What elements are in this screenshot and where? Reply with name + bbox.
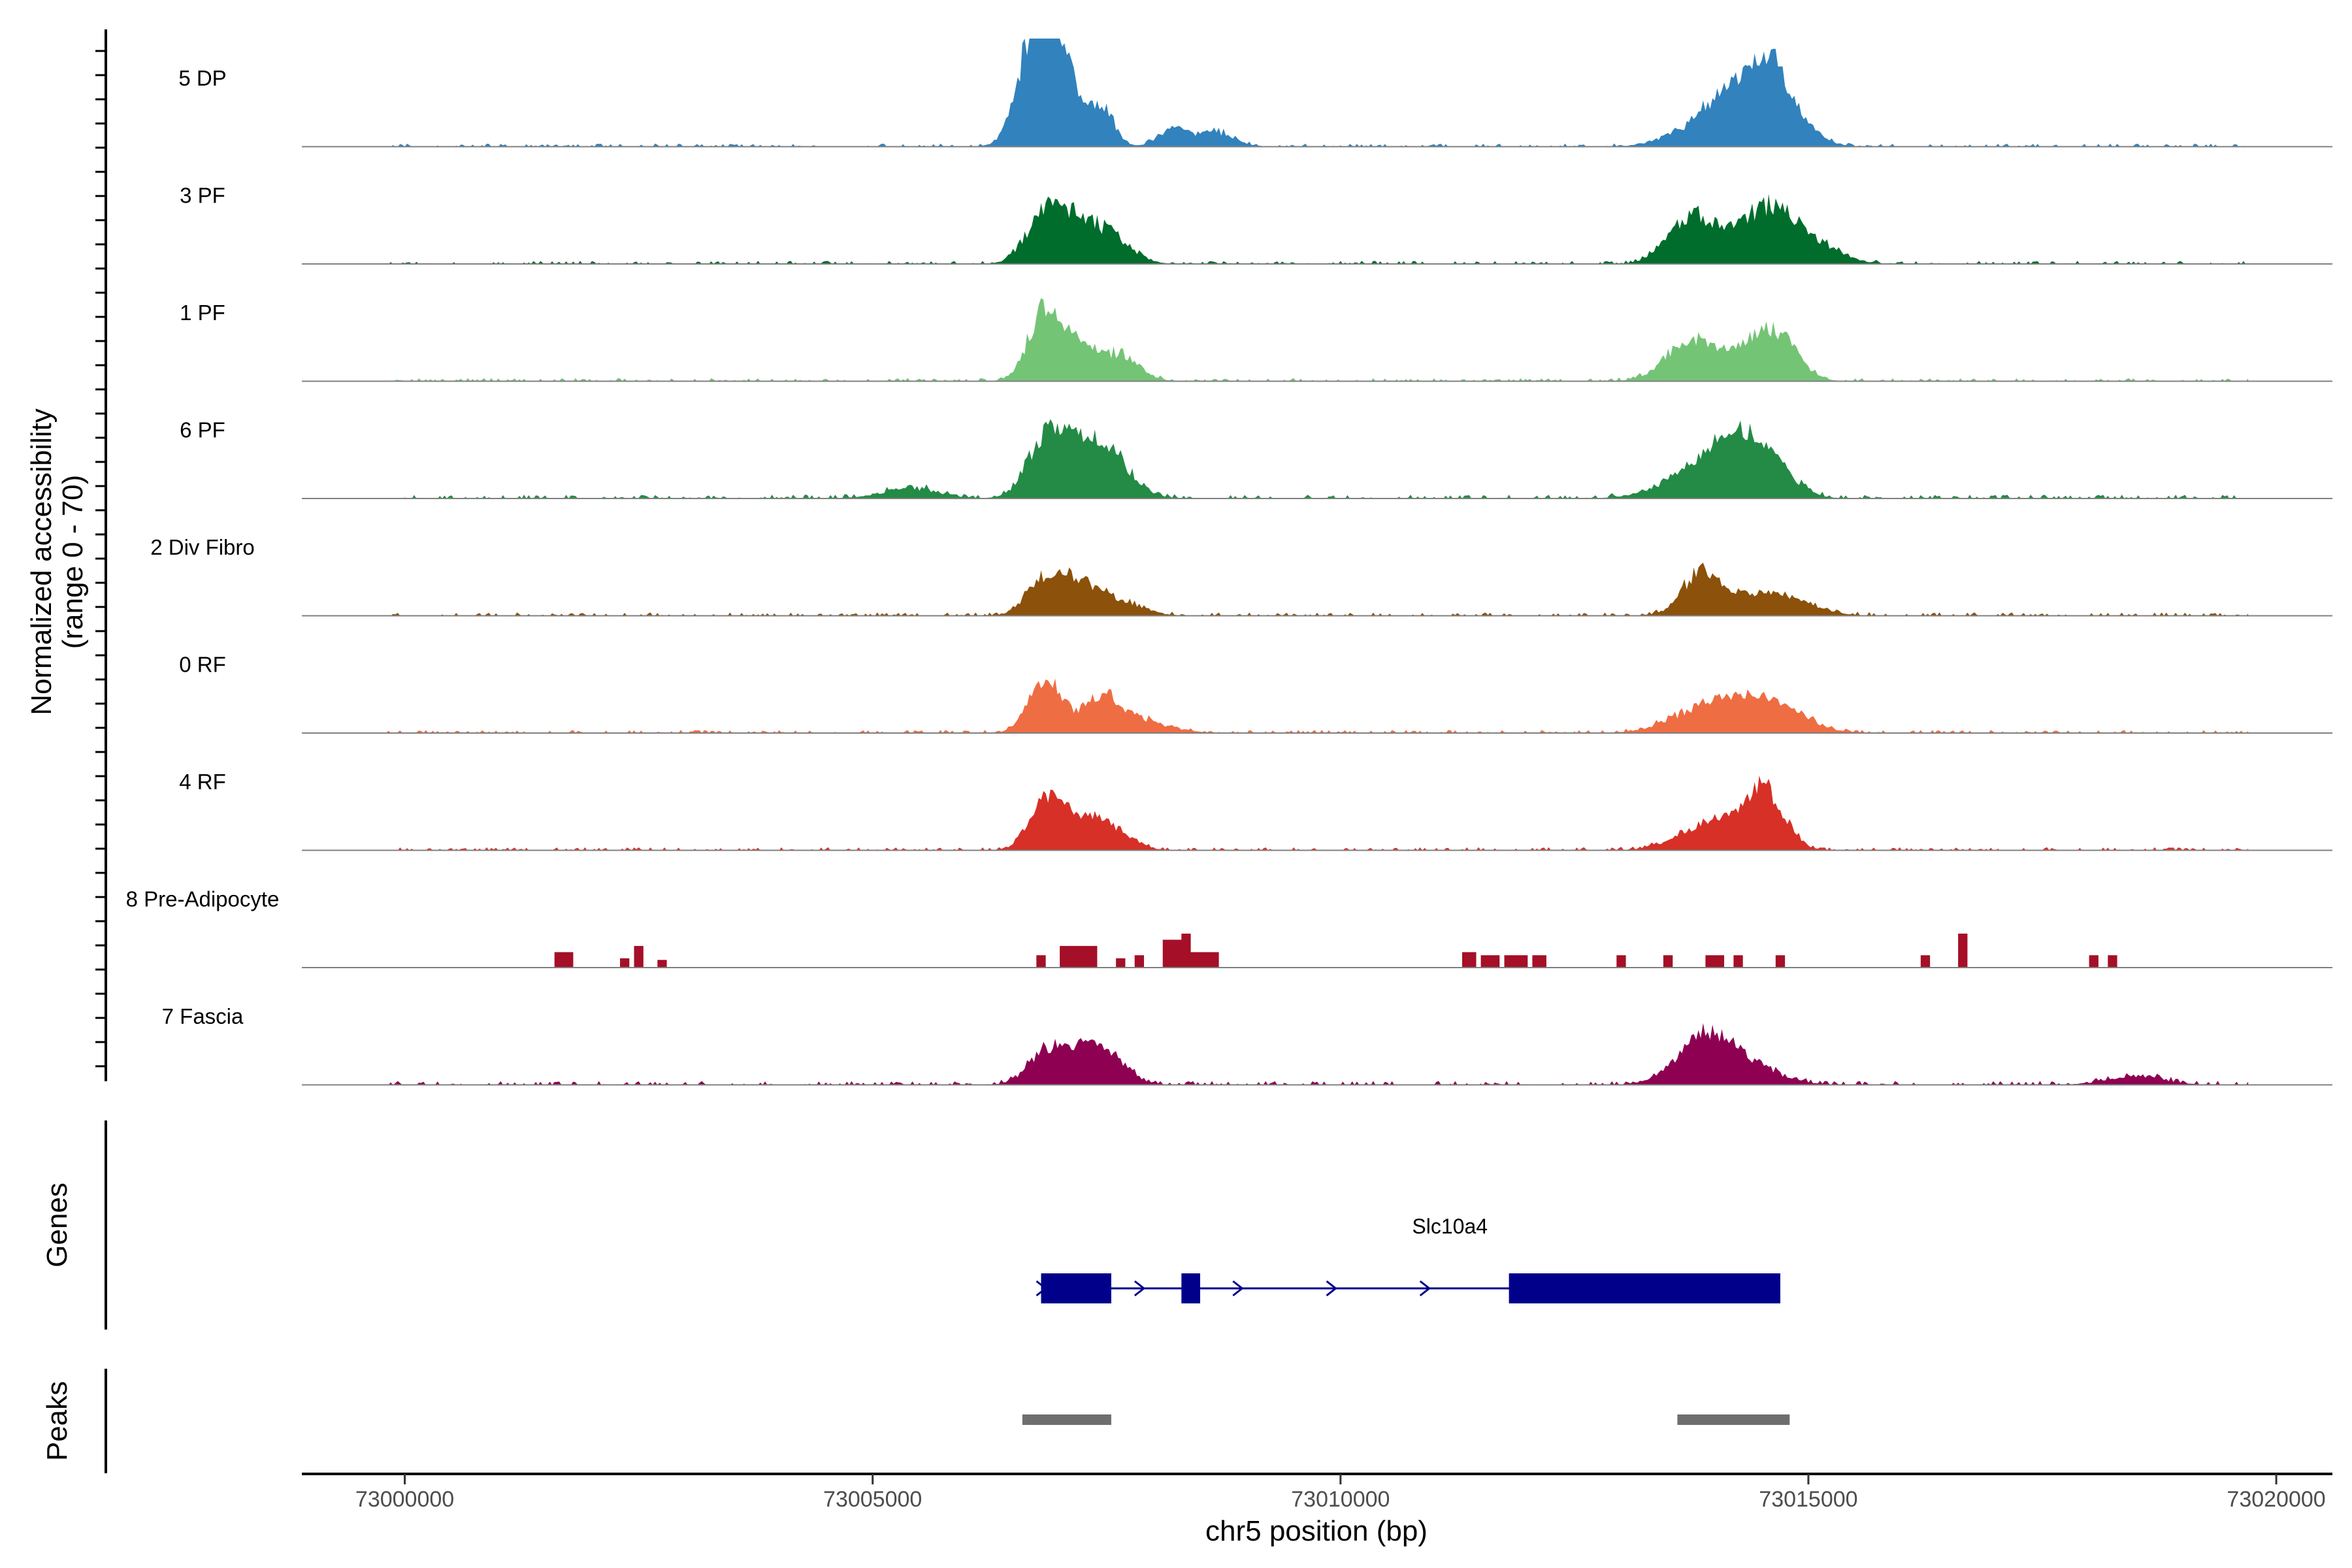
y-axis-ticks [95,50,106,1068]
track-label: 2 Div Fibro [150,535,255,559]
genes-panel-label: Genes [41,1183,73,1267]
coverage-area [385,419,2249,498]
peak-region [1677,1414,1790,1425]
peaks-panel-label: Peaks [41,1381,73,1461]
strand-arrow [1419,1280,1431,1297]
track-5-dp: 5 DP [178,39,2332,148]
strand-arrow [1326,1280,1337,1297]
track-label: 0 RF [179,653,226,677]
track-label: 4 RF [179,770,226,794]
coverage-area [385,194,2249,264]
track-0-rf: 0 RF [179,653,2332,734]
track-label: 6 PF [180,418,225,442]
x-tick-label: 73015000 [1759,1487,1857,1512]
gene-name-label: Slc10a4 [1412,1215,1488,1238]
coverage-tracks: 5 DP 3 PF 1 PF 6 PF 2 Div Fibro 0 RF 4 RF 8 Pre… [126,39,2332,1086]
track-label: 8 Pre-Adipocyte [126,887,280,911]
peak-region [1022,1414,1111,1425]
track-8-pre-adipocyte: 8 Pre-Adipocyte [126,887,2332,968]
x-tick-label: 73005000 [823,1487,922,1512]
x-tick-label: 73020000 [2227,1487,2325,1512]
x-tick-label: 73010000 [1291,1487,1390,1512]
coverage-area [385,298,2249,382]
coverage-area [554,934,2117,968]
gene-exon [1181,1273,1200,1303]
x-axis: 73000000 73005000 73010000 73015000 73020000… [302,1473,2332,1547]
coverage-area [385,39,2249,147]
track-label: 7 Fascia [162,1004,244,1028]
coverage-area [385,678,2249,733]
track-7-fascia: 7 Fascia [162,1004,2332,1086]
track-label: 5 DP [178,66,226,90]
x-axis-title: chr5 position (bp) [1205,1515,1428,1547]
coverage-area [385,776,2249,851]
coverage-area [385,1023,2249,1085]
y-axis-title-line2: (range 0 - 70) [57,475,89,649]
peaks-panel: Peaks [41,1369,1790,1473]
track-label: 1 PF [180,301,225,325]
track-4-rf: 4 RF [179,770,2332,851]
gene-exon [1041,1273,1111,1303]
x-tick-label: 73000000 [355,1487,454,1512]
gene-exon [1509,1273,1780,1303]
genes-panel: Genes Slc10a4 [41,1120,1780,1330]
track-label: 3 PF [180,184,225,208]
y-axis-title-line1: Normalized accessibility [25,408,57,715]
track-1-pf: 1 PF [180,298,2332,382]
strand-arrow [1134,1280,1146,1297]
track-3-pf: 3 PF [180,184,2332,265]
strand-arrow [1232,1280,1244,1297]
peak-regions [1022,1414,1790,1425]
track-6-pf: 6 PF [180,418,2332,499]
gene-models: Slc10a4 [1036,1215,1780,1303]
coverage-area [385,563,2249,616]
y-axis: Normalized accessibility (range 0 - 70) [25,29,107,1081]
x-axis-ticks: 73000000 73005000 73010000 73015000 73020000 [355,1474,2326,1512]
track-2-div-fibro: 2 Div Fibro [150,535,2332,617]
